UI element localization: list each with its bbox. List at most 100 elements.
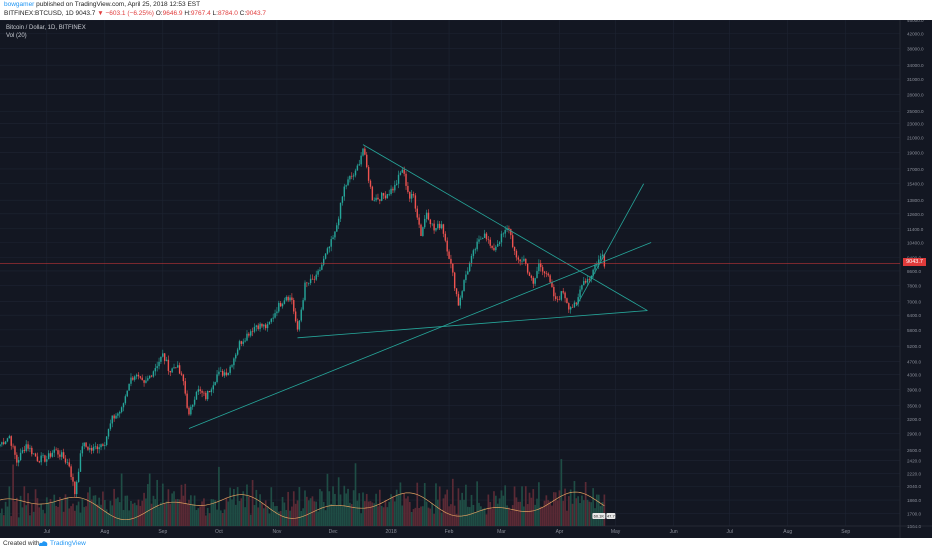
volume-bar bbox=[242, 491, 245, 526]
candle-body bbox=[158, 361, 160, 367]
price-chart[interactable]: 46000.0 42000.0 38000.0 34000.0 31000.0 28000… bbox=[0, 20, 932, 538]
candle-body bbox=[564, 292, 566, 299]
candle-body bbox=[102, 444, 104, 446]
volume-value: 47.7 bbox=[607, 514, 616, 519]
volume-bar bbox=[435, 483, 437, 526]
candle-body bbox=[10, 436, 12, 446]
candle-body bbox=[169, 370, 171, 373]
candle-body bbox=[553, 286, 555, 297]
volume-bar bbox=[526, 504, 529, 526]
volume-bar bbox=[117, 497, 119, 526]
candle-body bbox=[19, 452, 22, 461]
volume-bar bbox=[326, 473, 329, 526]
volume-bar bbox=[21, 507, 24, 526]
volume-bar bbox=[386, 507, 389, 526]
candle-body bbox=[409, 191, 411, 199]
candle-body bbox=[483, 233, 486, 238]
candle-body bbox=[317, 270, 319, 275]
candle-body bbox=[147, 378, 149, 381]
candle-body bbox=[356, 165, 359, 171]
volume-bar bbox=[339, 494, 342, 526]
candle-body bbox=[27, 444, 29, 449]
candle-body bbox=[34, 453, 37, 457]
candle-body bbox=[382, 193, 385, 196]
candle-body bbox=[523, 258, 525, 261]
x-tick-label: Sep bbox=[158, 529, 167, 535]
volume-bar bbox=[427, 507, 430, 526]
candle-body bbox=[214, 382, 216, 386]
volume-bar bbox=[315, 501, 318, 526]
volume-legend: Vol (20) bbox=[6, 33, 27, 39]
candle-body bbox=[521, 260, 523, 262]
candle-body bbox=[545, 273, 548, 274]
volume-bar bbox=[141, 500, 144, 526]
candle-body bbox=[379, 199, 381, 201]
volume-bar bbox=[55, 505, 57, 526]
volume-bar bbox=[313, 501, 316, 526]
x-tick-label: Dec bbox=[329, 529, 338, 535]
candle-body bbox=[148, 375, 151, 379]
candle-body bbox=[192, 404, 194, 407]
candle-body bbox=[223, 372, 226, 376]
candle-body bbox=[528, 272, 531, 276]
volume-bar bbox=[74, 510, 76, 526]
candle-body bbox=[526, 263, 529, 273]
volume-bar bbox=[584, 481, 587, 526]
candle-body bbox=[500, 233, 503, 243]
volume-bar bbox=[377, 506, 379, 526]
volume-bar bbox=[158, 506, 160, 526]
volume-bar bbox=[259, 494, 261, 526]
candle-body bbox=[369, 180, 372, 187]
volume-bar bbox=[17, 517, 20, 526]
candle-body bbox=[511, 235, 514, 247]
candle-body bbox=[446, 240, 448, 252]
publish-header: bowgamer published on TradingView.com, A… bbox=[0, 0, 932, 20]
volume-bar bbox=[221, 512, 224, 526]
candle-body bbox=[491, 245, 493, 248]
candle-body bbox=[212, 385, 215, 390]
candle-body bbox=[77, 471, 80, 482]
candle-body bbox=[367, 167, 370, 181]
volume-bar bbox=[2, 515, 5, 526]
candle-body bbox=[467, 271, 469, 275]
volume-bar bbox=[277, 511, 280, 526]
candle-body bbox=[583, 281, 585, 286]
candle-body bbox=[31, 447, 33, 455]
author-link[interactable]: bowgamer bbox=[4, 1, 35, 8]
volume-bar bbox=[255, 489, 258, 526]
volume-bar bbox=[66, 497, 69, 526]
volume-bar bbox=[238, 501, 241, 526]
volume-bar bbox=[274, 506, 276, 526]
candle-body bbox=[584, 281, 587, 283]
volume-bar bbox=[268, 513, 271, 526]
volume-bar bbox=[160, 502, 162, 526]
volume-bar bbox=[545, 495, 548, 526]
candle-body bbox=[134, 376, 136, 380]
volume-bar bbox=[212, 499, 215, 526]
volume-bar bbox=[137, 499, 140, 526]
candle-body bbox=[577, 297, 579, 304]
volume-bar bbox=[478, 502, 480, 526]
candle-body bbox=[351, 175, 353, 177]
chart-area[interactable]: 46000.0 42000.0 38000.0 34000.0 31000.0 28000… bbox=[0, 20, 932, 538]
candle-body bbox=[474, 249, 476, 251]
candle-body bbox=[405, 173, 407, 186]
volume-bar bbox=[425, 501, 428, 526]
candle-body bbox=[399, 172, 402, 175]
candle-body bbox=[339, 202, 342, 219]
volume-bar bbox=[79, 512, 82, 526]
candle-body bbox=[184, 381, 186, 394]
candle-body bbox=[424, 218, 426, 228]
volume-bar bbox=[152, 495, 155, 526]
candle-body bbox=[70, 466, 72, 477]
volume-bar bbox=[103, 499, 106, 526]
low-value: 8784.0 bbox=[217, 10, 238, 17]
candle-body bbox=[248, 333, 250, 336]
y-tick-label: 1700.0 bbox=[907, 512, 921, 517]
tradingview-link[interactable]: TradingView bbox=[50, 540, 86, 547]
candle-body bbox=[532, 277, 534, 284]
y-tick-label: 4700.0 bbox=[907, 359, 921, 364]
candle-body bbox=[476, 241, 478, 250]
volume-bar bbox=[85, 506, 87, 526]
volume-bar bbox=[51, 501, 54, 526]
